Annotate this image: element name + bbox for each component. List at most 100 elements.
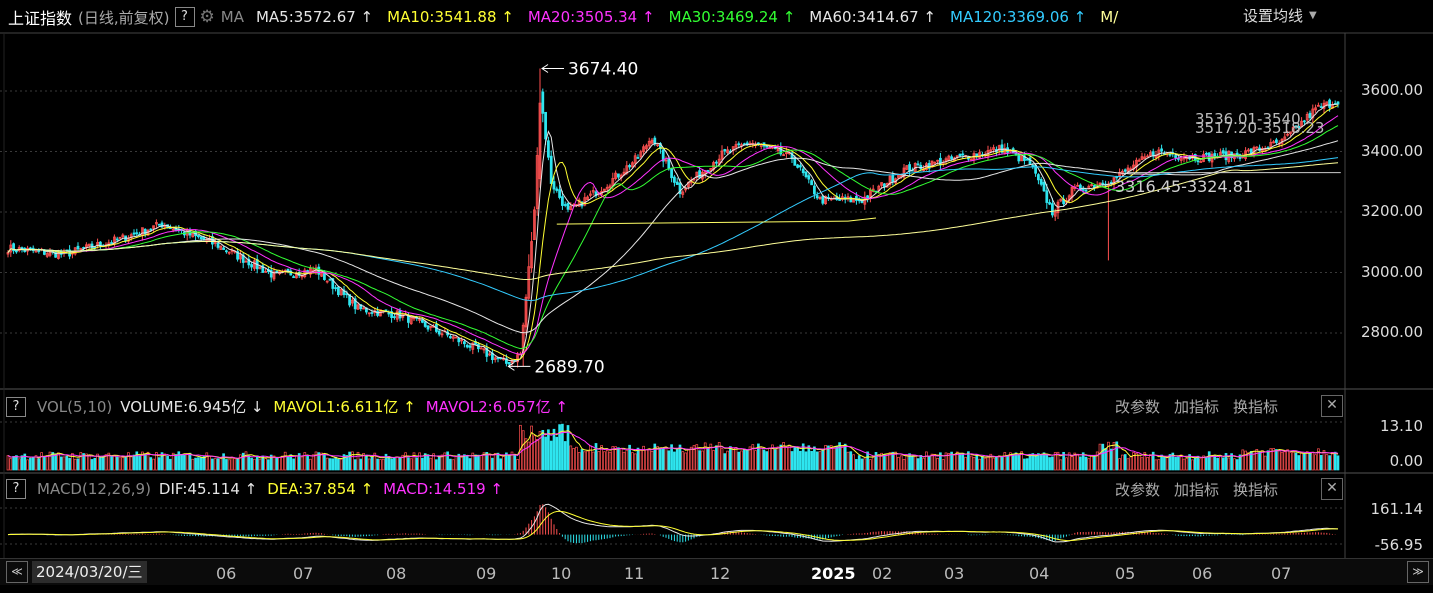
candle (482, 347, 486, 354)
volume-bar (429, 457, 433, 471)
volume-bar (269, 454, 273, 471)
volume-bar (846, 451, 850, 471)
vol-value-1: MAVOL1:6.611亿 ↑ (273, 398, 416, 416)
vol-add-indicator-button[interactable]: 加指标 (1174, 398, 1220, 416)
candle (320, 270, 323, 278)
ma-line-5 (7, 103, 1339, 362)
volume-bar (180, 454, 183, 471)
ma-settings-dropdown[interactable]: 设置均线 ▼ (1243, 5, 1317, 26)
gear-icon[interactable]: ⚙ (199, 7, 215, 27)
volume-bar (1146, 457, 1149, 471)
volume-bar (852, 454, 855, 471)
candle (978, 149, 981, 160)
candle (1210, 151, 1214, 168)
month-label-8: 02 (872, 564, 893, 583)
ma-line-30 (7, 125, 1339, 350)
volume-bar (1149, 454, 1152, 471)
volume-bar (650, 451, 654, 471)
candle (1149, 150, 1152, 157)
scroll-left-icon[interactable]: ≪ (6, 561, 28, 583)
candle (225, 249, 228, 254)
volume-bar (659, 447, 662, 471)
scroll-right-icon[interactable]: ≫ (1407, 561, 1429, 583)
volume-bar (440, 454, 444, 471)
vol-change-params-button[interactable]: 改参数 (1115, 398, 1161, 416)
volume-bar (933, 453, 937, 471)
macd-value-2: MACD:14.519 ↑ (383, 480, 503, 498)
volume-bar (384, 453, 388, 471)
candle (1140, 152, 1144, 161)
volume-bar (1073, 452, 1077, 471)
candle (250, 261, 253, 271)
volume-bar (328, 458, 332, 471)
candle (309, 264, 312, 278)
macd-change-params-button[interactable]: 改参数 (1115, 481, 1161, 499)
volume-bar (1182, 458, 1186, 471)
macd-close-button[interactable]: ✕ (1321, 478, 1343, 500)
macd-swap-indicator-button[interactable]: 换指标 (1233, 481, 1279, 499)
volume-bar (1025, 458, 1029, 471)
volume-bar (703, 442, 707, 471)
volume-bar (300, 456, 304, 471)
volume-bar (547, 429, 550, 471)
volume-bar (381, 458, 385, 471)
volume-bar (230, 456, 234, 471)
volume-bar (1160, 454, 1163, 471)
macd-add-indicator-button[interactable]: 加指标 (1174, 481, 1220, 499)
macd-help-button[interactable]: ? (6, 479, 26, 499)
volume-bar (1034, 454, 1037, 471)
volume-bar (337, 458, 340, 471)
volume-bar (62, 456, 66, 471)
volume-bar (605, 449, 609, 471)
volume-bar (317, 452, 321, 471)
ma-values: MA5:3572.67 ↑ MA10:3541.88 ↑ MA20:3505.34 … (256, 8, 1118, 26)
volume-bar (244, 451, 248, 471)
volume-bar (1303, 453, 1306, 471)
volume-bar (1255, 449, 1259, 471)
macd-label[interactable]: MACD(12,26,9) (37, 480, 151, 498)
vol-label[interactable]: VOL(5,10) (37, 397, 113, 416)
volume-bar (827, 445, 830, 471)
vol-help-button[interactable]: ? (6, 396, 26, 417)
volume-bar (339, 458, 343, 471)
volume-bar (701, 450, 704, 471)
index-title[interactable]: 上证指数 (8, 9, 73, 28)
volume-bar (992, 457, 995, 471)
volume-bar (401, 454, 405, 471)
candle (1238, 153, 1242, 162)
volume-bar (1196, 455, 1200, 471)
volume-bar (1087, 458, 1091, 471)
vol-swap-indicator-button[interactable]: 换指标 (1233, 398, 1279, 416)
volume-bar (1336, 455, 1340, 471)
volume-bar (843, 443, 847, 471)
vol-close-button[interactable]: ✕ (1321, 395, 1343, 417)
candle (636, 154, 640, 159)
volume-bar (115, 456, 119, 471)
volume-bar (877, 454, 881, 471)
timeline-bar[interactable] (0, 558, 1433, 585)
volume-bar (135, 451, 139, 471)
volume-bar (356, 451, 360, 471)
volume-bar (278, 457, 281, 471)
volume-bar (1283, 451, 1287, 471)
candle (491, 348, 494, 364)
volume-bar (311, 454, 315, 471)
candle (591, 186, 595, 196)
main-help-button[interactable]: ? (174, 7, 195, 27)
candle (916, 160, 920, 166)
volume-bar (1297, 455, 1301, 471)
candle (827, 193, 830, 201)
volume-bar (611, 446, 615, 471)
volume-bar (213, 458, 217, 471)
candle (157, 223, 161, 226)
volume-bar (1126, 458, 1130, 471)
volume-bar (1247, 452, 1250, 471)
candle (653, 135, 657, 147)
candle (328, 278, 332, 282)
candle (457, 337, 461, 347)
volume-bar (978, 458, 981, 471)
volume-bar (239, 454, 242, 471)
volume-bar (331, 458, 335, 471)
volume-bar (1140, 457, 1144, 471)
